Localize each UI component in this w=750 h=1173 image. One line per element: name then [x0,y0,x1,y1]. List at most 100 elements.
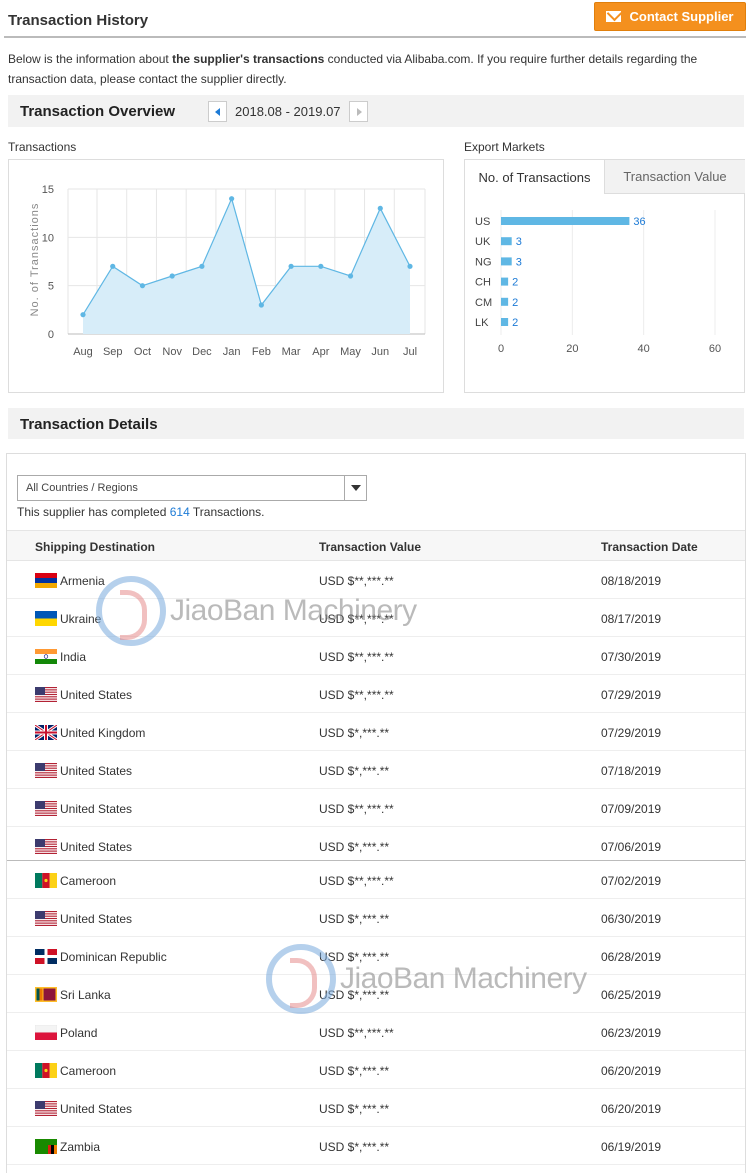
country-name: India [60,649,87,664]
tab-transaction-value[interactable]: Transaction Value [605,160,745,194]
transaction-value: USD $*,***.** [319,764,390,778]
transaction-date: 07/29/2019 [601,726,662,740]
x-tick-label: 40 [638,343,650,355]
country-name: United States [60,801,133,816]
table-row: United Kingdom USD $*,***.** 07/29/2019 [7,713,745,751]
poland-flag-icon [35,1025,57,1040]
bar [501,237,512,246]
data-point [80,312,86,318]
category-label: CM [475,297,492,309]
transaction-date: 07/30/2019 [601,650,662,664]
data-point [377,205,383,211]
data-point [110,263,116,269]
transaction-date: 07/29/2019 [601,688,662,702]
shipping-destination: United States [35,763,132,778]
y-tick-label: 5 [48,281,54,293]
table-row: United States USD $**,***.** 07/09/2019 [7,789,745,827]
transaction-date: 06/20/2019 [601,1102,662,1116]
completed-transactions-text: This supplier has completed 614 Transact… [17,505,265,519]
country-region-select[interactable]: All Countries / Regions [17,475,367,501]
data-point [139,283,146,289]
transactions-line-chart: 0 5 10 15 Aug Sep Oct Nov Dec Jan Feb Mar Apr May Jun J… [29,184,426,358]
category-label: NG [475,256,492,268]
shipping-destination: United States [35,687,132,702]
overview-section-header: Transaction Overview [8,95,744,127]
shipping-destination: United Kingdom [35,725,145,740]
contact-supplier-button[interactable]: Contact Supplier [594,2,746,31]
bar [501,277,509,286]
bar [501,297,509,306]
us-flag-icon [35,801,57,816]
y-tick-label: 0 [48,329,54,341]
series-line [82,196,411,315]
transaction-value: USD $*,***.** [319,1064,390,1078]
data-label: 2 [512,317,518,329]
transaction-details-panel: All Countries / Regions This supplier ha… [6,453,746,1173]
data-label: 3 [516,236,522,248]
data-point [347,273,354,279]
country-name: United Kingdom [60,725,146,740]
x-tick-label: Mar [282,346,301,358]
transaction-date: 07/02/2019 [601,874,662,888]
category-label: LK [475,317,489,329]
transaction-date: 08/18/2019 [601,574,662,588]
country-name: Cameroon [60,873,117,888]
transaction-count: 614 [169,505,190,519]
x-tick-label: Dec [192,346,212,358]
shipping-destination: United States [35,911,132,926]
cameroon-flag-icon [35,1063,57,1078]
data-point [288,263,294,269]
us-flag-icon [35,839,57,854]
data-label: 2 [512,277,518,289]
table-row: Poland USD $**,***.** 06/23/2019 [7,1013,745,1051]
transaction-value: USD $*,***.** [319,950,390,964]
transactions-label: Transactions [8,140,77,154]
shipping-destination: Armenia [35,573,105,588]
country-name: United States [60,1101,133,1116]
overview-title: Transaction Overview [20,103,176,120]
dropdown-arrow-icon[interactable] [344,476,366,500]
previous-period-button[interactable] [208,101,227,122]
category-label: US [475,216,490,228]
cameroon-flag-icon [35,873,57,888]
armenia-flag-icon [35,573,57,588]
tab-no-of-transactions[interactable]: No. of Transactions [465,160,605,194]
x-tick-label: 60 [709,343,721,355]
dominican-flag-icon [35,949,57,964]
transaction-date: 06/28/2019 [601,950,662,964]
table-row: Cameroon USD $**,***.** 07/02/2019 [7,861,745,899]
us-flag-icon [35,763,57,778]
transaction-value: USD $**,***.** [319,874,394,888]
x-tick-label: 0 [498,343,504,355]
table-row: India USD $**,***.** 07/30/2019 [7,637,745,675]
shipping-destination: Cameroon [35,873,116,888]
shipping-destination: Zambia [35,1139,100,1154]
next-period-button[interactable] [348,101,368,122]
x-tick-label: Nov [162,346,182,358]
data-point [318,263,324,269]
period-label: 2018.08 - 2019.07 [235,104,341,119]
us-flag-icon [35,911,57,926]
column-shipping-destination: Shipping Destination [35,540,155,554]
ukraine-flag-icon [35,611,57,626]
table-row: Sri Lanka USD $*,***.** 06/25/2019 [7,975,745,1013]
transaction-value: USD $*,***.** [319,1140,390,1154]
transaction-value: USD $*,***.** [319,840,390,854]
country-name: United States [60,911,133,926]
details-title: Transaction Details [20,416,158,433]
bar [501,217,630,225]
country-name: Armenia [60,573,105,588]
transaction-date: 06/30/2019 [601,912,662,926]
shipping-destination: United States [35,801,132,816]
zambia-flag-icon [35,1139,57,1154]
data-label: 3 [516,256,522,268]
data-point [199,263,205,269]
x-tick-label: 20 [566,343,578,355]
table-row: Zambia USD $*,***.** 06/19/2019 [7,1127,745,1165]
shipping-destination: United States [35,839,132,854]
y-tick-label: 15 [42,184,54,196]
table-row: United States USD $*,***.** 07/18/2019 [7,751,745,789]
transaction-value: USD $*,***.** [319,988,390,1002]
transaction-value: USD $*,***.** [319,726,390,740]
country-name: Zambia [60,1139,101,1154]
